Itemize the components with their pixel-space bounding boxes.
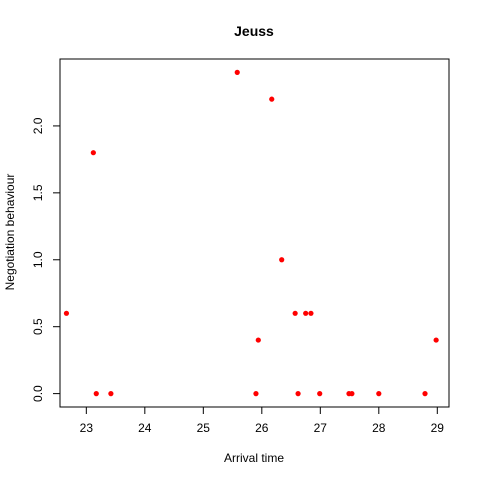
data-point <box>303 310 309 316</box>
chart-title: Jeuss <box>234 23 274 39</box>
x-tick-label: 25 <box>197 421 211 435</box>
x-tick-label: 28 <box>372 421 386 435</box>
data-point <box>349 391 355 397</box>
data-point <box>255 337 261 343</box>
data-point <box>279 257 285 263</box>
y-tick-label: 0.0 <box>31 385 45 402</box>
data-point <box>308 310 314 316</box>
data-point <box>253 391 259 397</box>
x-tick-label: 24 <box>138 421 152 435</box>
x-tick-label: 26 <box>255 421 269 435</box>
data-points <box>63 69 439 397</box>
data-point <box>90 150 96 156</box>
x-axis-title: Arrival time <box>224 451 284 465</box>
y-axis: 0.0 0.5 1.0 1.5 2.0 <box>31 117 61 402</box>
data-point <box>63 310 70 316</box>
y-tick-label: 1.5 <box>31 184 45 201</box>
data-point <box>422 391 428 397</box>
x-tick-label: 23 <box>80 421 94 435</box>
data-point <box>433 337 439 343</box>
data-point <box>108 391 114 397</box>
data-point <box>295 391 301 397</box>
y-tick-label: 1.0 <box>31 251 45 268</box>
y-tick-label: 2.0 <box>31 117 45 134</box>
y-tick-label: 0.5 <box>31 318 45 335</box>
x-tick-label: 27 <box>314 421 328 435</box>
data-point <box>234 69 240 75</box>
data-point <box>317 391 323 397</box>
data-point <box>93 391 99 397</box>
data-point <box>269 96 275 102</box>
x-tick-label: 29 <box>431 421 445 435</box>
y-axis-title: Negotiation behaviour <box>3 174 17 291</box>
data-point <box>292 310 298 316</box>
x-axis: 23 24 25 26 27 28 29 <box>80 406 445 435</box>
data-point <box>376 391 382 397</box>
